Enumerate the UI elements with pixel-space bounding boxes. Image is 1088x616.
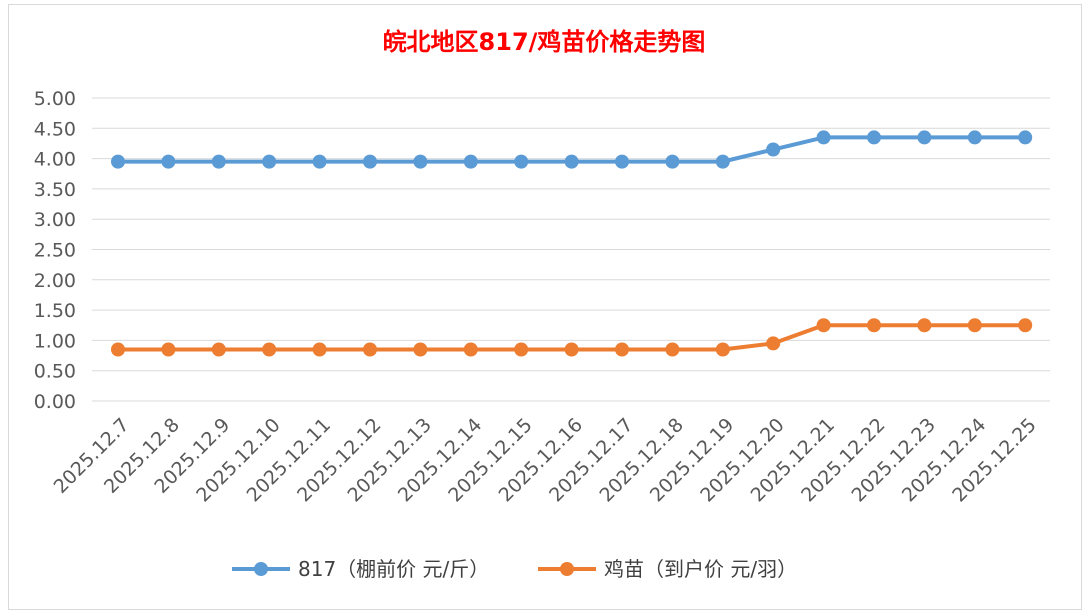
- x-axis-tick-labels: 2025.12.72025.12.82025.12.92025.12.10202…: [50, 414, 1041, 506]
- legend-label-2: 鸡苗（到户价 元/羽）: [604, 557, 797, 581]
- data-point: [463, 154, 478, 169]
- y-tick-label: 5.00: [34, 88, 76, 110]
- data-point: [917, 318, 932, 333]
- data-point: [917, 130, 932, 145]
- legend-marker-2: [560, 562, 574, 576]
- y-tick-label: 4.50: [34, 118, 76, 140]
- y-tick-label: 0.50: [34, 361, 76, 383]
- data-point: [816, 130, 831, 145]
- data-point: [111, 342, 125, 357]
- data-point: [161, 342, 176, 357]
- legend: 817（棚前价 元/斤） 鸡苗（到户价 元/羽）: [232, 557, 797, 581]
- data-point: [262, 342, 277, 357]
- y-tick-label: 2.50: [34, 240, 76, 262]
- data-point: [211, 154, 226, 169]
- y-tick-label: 4.00: [34, 149, 76, 171]
- data-point: [665, 342, 680, 357]
- data-point: [564, 154, 579, 169]
- data-series: [111, 130, 1033, 357]
- data-point: [262, 154, 277, 169]
- y-tick-label: 3.00: [34, 209, 76, 231]
- y-tick-label: 3.50: [34, 179, 76, 201]
- chart-title: 皖北地区817/鸡苗价格走势图: [383, 28, 706, 56]
- data-point: [967, 130, 982, 145]
- y-tick-label: 1.50: [34, 300, 76, 322]
- data-point: [514, 342, 529, 357]
- data-point: [312, 342, 327, 357]
- data-point: [967, 318, 982, 333]
- data-point: [766, 142, 781, 157]
- y-axis-tick-labels: 0.00 0.50 1.00 1.50 2.00 2.50 3.00 3.50 4.00 4.50…: [34, 88, 76, 413]
- data-point: [363, 342, 377, 357]
- data-point: [867, 130, 881, 145]
- data-point: [564, 342, 579, 357]
- data-point: [715, 154, 730, 169]
- data-point: [615, 154, 629, 169]
- data-point: [1018, 318, 1033, 333]
- data-point: [161, 154, 176, 169]
- data-point: [111, 154, 125, 169]
- chart-area[interactable]: [8, 4, 1082, 610]
- data-point: [413, 154, 428, 169]
- legend-label-1: 817（棚前价 元/斤）: [298, 557, 489, 581]
- data-point: [463, 342, 478, 357]
- y-tick-label: 1.00: [34, 330, 76, 352]
- data-point: [766, 336, 781, 351]
- data-point: [514, 154, 529, 169]
- data-point: [312, 154, 327, 169]
- data-point: [1018, 130, 1033, 145]
- data-point: [363, 154, 377, 169]
- data-point: [816, 318, 831, 333]
- data-point: [615, 342, 629, 357]
- data-point: [867, 318, 881, 333]
- data-point: [211, 342, 226, 357]
- legend-marker-1: [254, 562, 268, 576]
- y-tick-label: 0.00: [34, 391, 76, 413]
- data-point: [715, 342, 730, 357]
- data-point: [665, 154, 680, 169]
- data-point: [413, 342, 428, 357]
- y-tick-label: 2.00: [34, 270, 76, 292]
